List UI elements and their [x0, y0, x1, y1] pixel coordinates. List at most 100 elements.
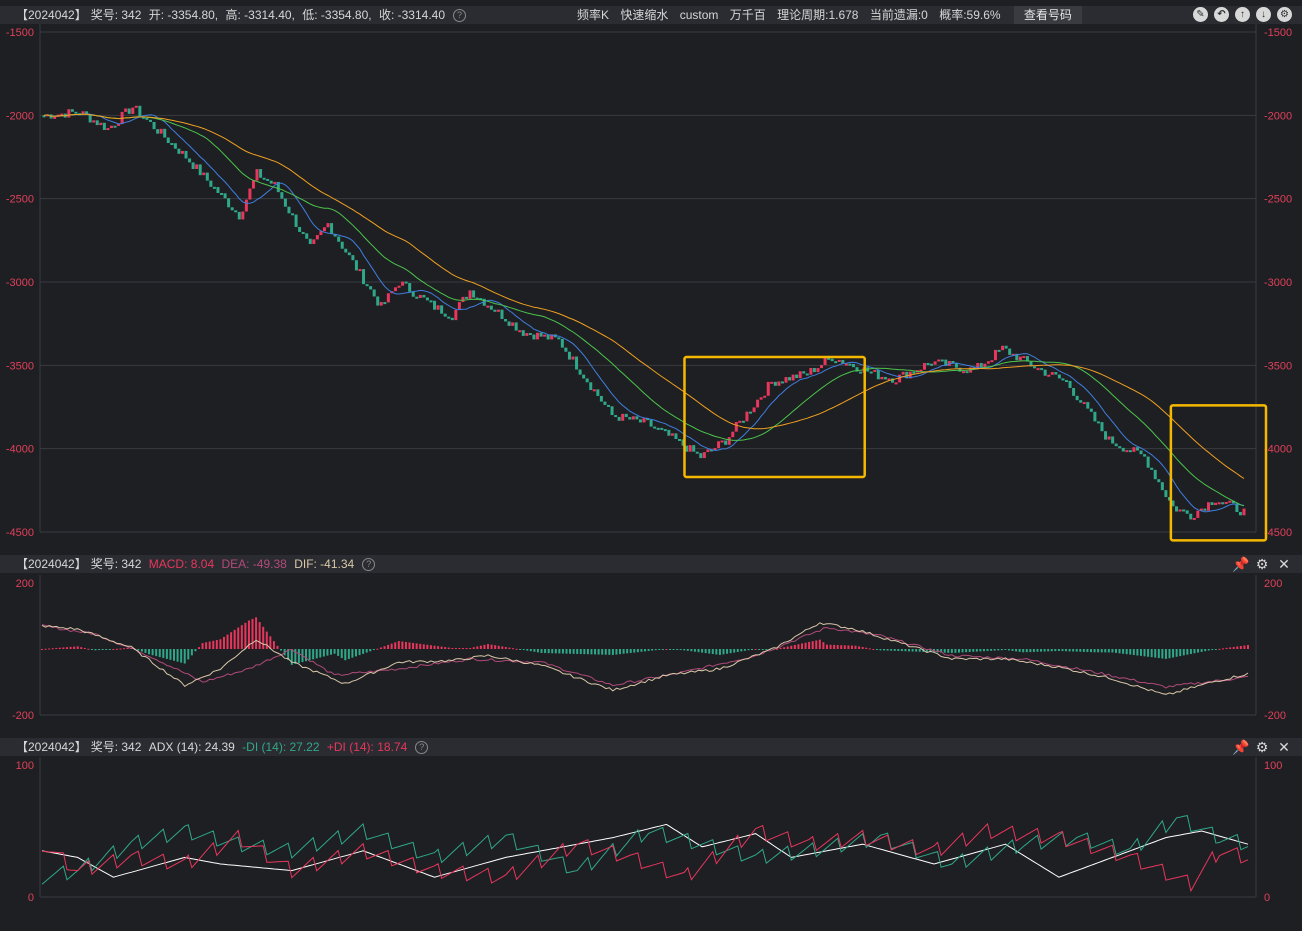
- view-numbers-button[interactable]: 查看号码: [1013, 6, 1082, 24]
- pin-icon[interactable]: 📌: [1232, 739, 1250, 755]
- edit-icon[interactable]: ✎: [1193, 7, 1208, 22]
- candle: [887, 378, 891, 381]
- macd-bar: [815, 640, 818, 649]
- settings-icon[interactable]: ⚙: [1255, 556, 1269, 572]
- candle: [319, 231, 323, 236]
- macd-bar: [911, 649, 914, 652]
- candle: [990, 360, 994, 363]
- candle: [1164, 490, 1168, 498]
- macd-bar: [943, 649, 946, 653]
- macd-bar: [594, 649, 597, 655]
- macd-bar: [597, 649, 600, 655]
- candle: [276, 181, 280, 193]
- macd-bar: [576, 649, 579, 654]
- adx-chart[interactable]: 100 100 0 0: [0, 757, 1302, 907]
- up-icon[interactable]: ↑: [1235, 7, 1250, 22]
- pin-icon[interactable]: 📌: [1232, 556, 1250, 572]
- macd-bar: [854, 645, 857, 649]
- macd-bar: [647, 649, 650, 651]
- settings-icon[interactable]: ⚙: [1255, 739, 1269, 755]
- candle: [628, 417, 632, 420]
- macd-bar: [472, 647, 475, 649]
- candle: [1175, 506, 1179, 512]
- macd-bar: [369, 649, 372, 652]
- candle: [727, 437, 731, 445]
- macd-bar: [975, 649, 978, 652]
- macd-bar: [1154, 649, 1157, 658]
- undo-icon[interactable]: ↶: [1214, 7, 1229, 22]
- macd-bar: [808, 641, 811, 649]
- candle: [1153, 469, 1157, 480]
- macd-chart[interactable]: 200 200 -200 -200: [0, 575, 1302, 725]
- macd-bar: [1236, 646, 1239, 649]
- macd-bar: [226, 634, 229, 649]
- macd-bar: [1243, 645, 1246, 649]
- candle: [102, 122, 106, 131]
- open-label: 开: -3354.80,: [148, 8, 219, 22]
- macd-bar: [997, 649, 1000, 651]
- candle: [656, 427, 660, 430]
- macd-bar: [868, 648, 871, 650]
- candlestick-chart[interactable]: -1500 -1500 -2000 -2000 -2500 -2500 -3000 -3000…: [0, 24, 1302, 548]
- macd-bar: [893, 649, 896, 651]
- macd-bar: [41, 649, 43, 650]
- macd-bar: [437, 646, 440, 649]
- candle: [425, 297, 429, 301]
- macd-bar: [929, 649, 932, 653]
- candle: [738, 420, 742, 423]
- close-icon[interactable]: ✕: [1278, 556, 1290, 572]
- macd-bar: [508, 647, 511, 649]
- candle: [617, 416, 621, 421]
- candle: [223, 193, 227, 199]
- macd-bar: [412, 642, 415, 649]
- macd-bar: [108, 649, 111, 650]
- candle: [678, 438, 682, 441]
- candle: [518, 330, 522, 333]
- candle: [898, 374, 902, 383]
- macd-bar: [162, 649, 165, 658]
- candle: [1114, 443, 1118, 447]
- settings-icon[interactable]: ⚙: [1277, 7, 1292, 22]
- macd-bar: [865, 647, 868, 649]
- y-tick-label-left: -3000: [6, 277, 34, 289]
- dea-value: DEA: -49.38: [221, 557, 287, 571]
- mode-fast-shrink[interactable]: 快速缩水: [620, 8, 669, 22]
- candle: [461, 296, 465, 303]
- macd-bar: [590, 649, 593, 655]
- minus-di-value: -DI (14): 27.22: [242, 740, 320, 754]
- macd-bar: [494, 645, 497, 649]
- issue-label: 奖号: 342: [90, 8, 142, 22]
- candle: [876, 369, 880, 380]
- macd-bar: [651, 649, 654, 651]
- candle: [362, 269, 366, 285]
- question-icon[interactable]: ?: [415, 741, 429, 755]
- candle: [809, 367, 813, 375]
- down-icon[interactable]: ↓: [1256, 7, 1271, 22]
- macd-bar: [879, 649, 882, 651]
- candle: [486, 305, 490, 308]
- macd-bar: [290, 649, 293, 665]
- candle: [1143, 454, 1147, 457]
- mode-frequency[interactable]: 频率K: [577, 8, 610, 22]
- mode-digits[interactable]: 万千百: [729, 8, 766, 22]
- mode-custom[interactable]: custom: [679, 8, 719, 22]
- macd-bar: [101, 649, 104, 650]
- candle: [241, 211, 245, 220]
- candle: [848, 363, 852, 366]
- close-icon[interactable]: ✕: [1278, 739, 1290, 755]
- question-icon[interactable]: ?: [453, 9, 467, 23]
- macd-bar: [604, 649, 607, 655]
- minus-di-line: [41, 815, 1249, 885]
- candle: [315, 235, 319, 240]
- macd-bar: [1172, 649, 1175, 658]
- question-icon[interactable]: ?: [362, 558, 376, 572]
- candle: [383, 302, 387, 305]
- candle: [457, 302, 461, 310]
- candle: [351, 255, 355, 261]
- candle: [930, 363, 934, 366]
- macd-bar: [387, 644, 390, 649]
- candle: [965, 371, 969, 374]
- macd-bar: [804, 642, 807, 649]
- macd-bar: [1129, 649, 1132, 655]
- candle: [269, 180, 273, 184]
